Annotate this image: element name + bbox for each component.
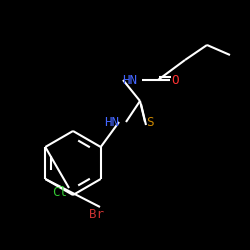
Text: HN: HN: [122, 74, 138, 86]
Text: S: S: [146, 116, 154, 128]
Text: Br: Br: [90, 208, 104, 222]
Text: O: O: [171, 74, 179, 86]
Text: Cl: Cl: [52, 186, 68, 198]
Text: HN: HN: [104, 116, 120, 128]
